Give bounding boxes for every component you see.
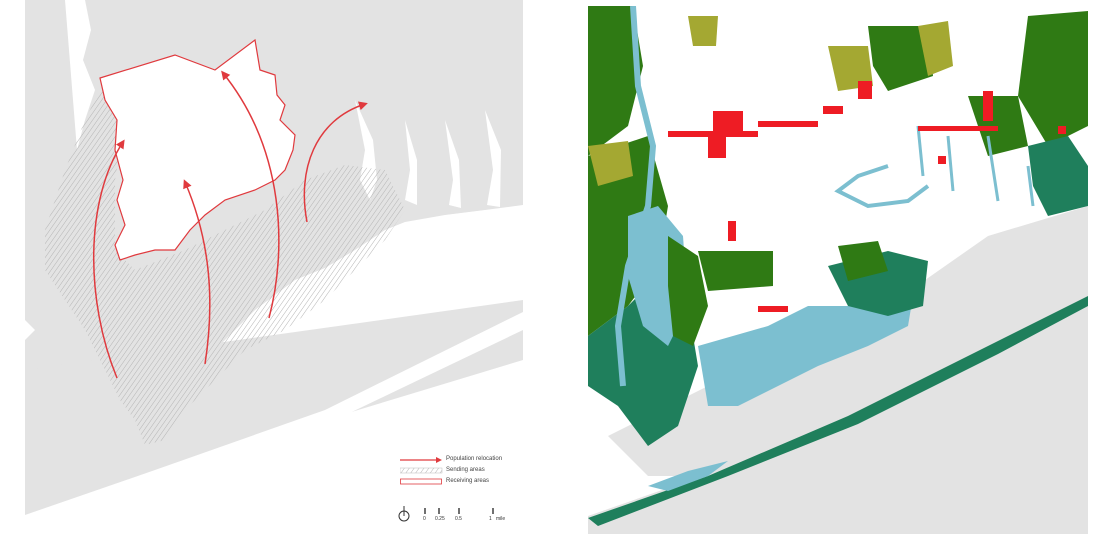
receiving-area [99,38,296,261]
shrub-patch [828,46,873,91]
developed-areas [668,81,1066,312]
sending-areas [45,70,405,445]
relocation-arrow [303,101,368,223]
scale-tick-label: 0 [423,516,426,522]
relocation-arrow [93,139,125,379]
scale-bar: 0 0.25 0.5 1 mile [397,504,507,528]
map-legend: Population relocation Sending areas Rece… [400,456,503,489]
shrub-patch [588,141,633,186]
forest-patch [668,236,708,346]
hatch-swatch [400,467,443,474]
legend-label: Receiving areas [446,478,490,484]
land-cover-map [588,6,1088,534]
scale-ticks [424,508,494,514]
legend-item: Population relocation [400,456,503,467]
scale-tick-label: 0.5 [455,516,462,522]
forest-patch [838,241,888,281]
forest-patch [698,251,773,291]
scale-tick-label: 1 [489,516,492,522]
forest-patch [1018,11,1088,146]
barrier-island-wetland [588,296,1088,526]
north-arrow-icon [398,506,410,522]
legend-label: Population relocation [446,456,503,462]
land-cover-canvas [588,6,1088,534]
barrier-marsh [648,461,728,491]
shrub-patch [688,16,718,46]
tidal-creek [834,164,930,209]
relocation-map-canvas [25,0,523,540]
scale-tick-label: 0.25 [435,516,445,522]
legend-item: Sending areas [400,467,500,478]
forest-patch [868,26,933,91]
outline-swatch [400,478,442,485]
legend-label: Sending areas [446,467,485,473]
relocation-map: Population relocation Sending areas Rece… [25,0,523,542]
legend-item: Receiving areas [400,478,500,489]
relocation-arrow [183,179,211,365]
relocation-arrow [221,70,280,319]
ocean-shoreline [25,312,523,540]
shrub-patch [918,21,953,76]
arrow-icon [400,457,442,463]
forest-patch [588,6,643,156]
stream [614,6,657,387]
scale-unit-label: mile [496,516,506,522]
wetland-patch [1028,136,1088,216]
relocation-arrows [93,70,368,379]
tidal-creek [916,125,1035,207]
